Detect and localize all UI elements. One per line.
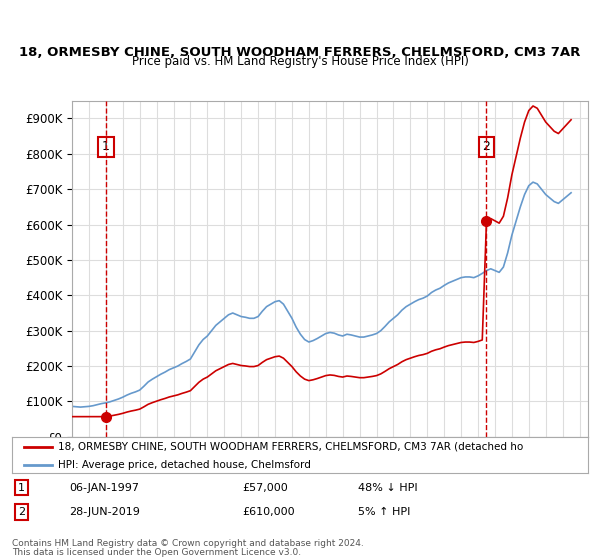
Text: 28-JUN-2019: 28-JUN-2019 [70,507,140,517]
Text: 5% ↑ HPI: 5% ↑ HPI [358,507,410,517]
Text: 18, ORMESBY CHINE, SOUTH WOODHAM FERRERS, CHELMSFORD, CM3 7AR: 18, ORMESBY CHINE, SOUTH WOODHAM FERRERS… [19,46,581,59]
Text: Contains HM Land Registry data © Crown copyright and database right 2024.: Contains HM Land Registry data © Crown c… [12,539,364,548]
Text: 18, ORMESBY CHINE, SOUTH WOODHAM FERRERS, CHELMSFORD, CM3 7AR (detached ho: 18, ORMESBY CHINE, SOUTH WOODHAM FERRERS… [58,442,523,452]
Text: 06-JAN-1997: 06-JAN-1997 [70,483,140,493]
Text: 48% ↓ HPI: 48% ↓ HPI [358,483,417,493]
Text: HPI: Average price, detached house, Chelmsford: HPI: Average price, detached house, Chel… [58,460,311,470]
Text: 1: 1 [102,140,110,153]
Text: Price paid vs. HM Land Registry's House Price Index (HPI): Price paid vs. HM Land Registry's House … [131,55,469,68]
Text: 1: 1 [18,483,25,493]
Text: 2: 2 [18,507,25,517]
Text: This data is licensed under the Open Government Licence v3.0.: This data is licensed under the Open Gov… [12,548,301,557]
Text: £57,000: £57,000 [242,483,288,493]
Text: 2: 2 [482,140,490,153]
Text: £610,000: £610,000 [242,507,295,517]
